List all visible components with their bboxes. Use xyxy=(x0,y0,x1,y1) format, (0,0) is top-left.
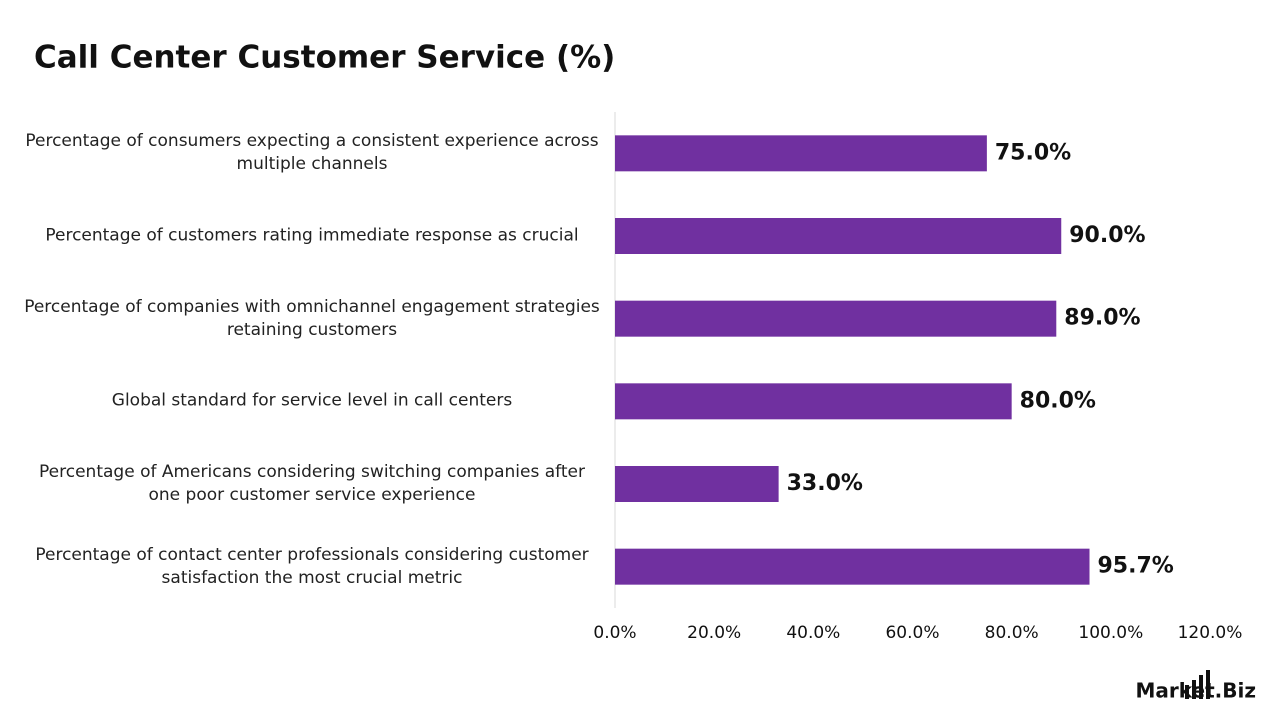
bar xyxy=(615,466,779,502)
bar xyxy=(615,300,1057,337)
value-label: 90.0% xyxy=(1069,223,1145,248)
value-label: 33.0% xyxy=(787,471,863,496)
x-tick-label: 80.0% xyxy=(985,623,1039,643)
y-tick-label: Percentage of customers rating immediate… xyxy=(45,225,579,246)
y-tick-label: Percentage of Americans considering swit… xyxy=(39,462,585,505)
x-tick-label: 100.0% xyxy=(1078,623,1143,643)
value-label: 89.0% xyxy=(1064,306,1140,331)
x-tick-label: 40.0% xyxy=(786,623,840,643)
y-tick-label: Percentage of contact center professiona… xyxy=(35,544,589,588)
bar xyxy=(615,218,1062,254)
bar xyxy=(615,383,1012,420)
y-tick-label: Percentage of consumers expecting a cons… xyxy=(25,131,599,175)
x-tick-label: 120.0% xyxy=(1178,623,1243,643)
chart-title: Call Center Customer Service (%) xyxy=(34,40,615,76)
bar xyxy=(615,548,1090,585)
value-label: 75.0% xyxy=(995,140,1071,165)
value-label: 95.7% xyxy=(1098,554,1174,579)
x-tick-label: 20.0% xyxy=(687,623,741,643)
value-label: 80.0% xyxy=(1020,388,1096,413)
x-tick-label: 0.0% xyxy=(593,623,636,643)
bar xyxy=(615,135,987,172)
x-tick-label: 60.0% xyxy=(885,623,939,643)
logo-icon xyxy=(1185,670,1210,699)
brand: Market.Biz xyxy=(1136,679,1257,703)
y-tick-label: Percentage of companies with omnichannel… xyxy=(24,296,600,340)
y-tick-label: Global standard for service level in cal… xyxy=(111,390,513,411)
